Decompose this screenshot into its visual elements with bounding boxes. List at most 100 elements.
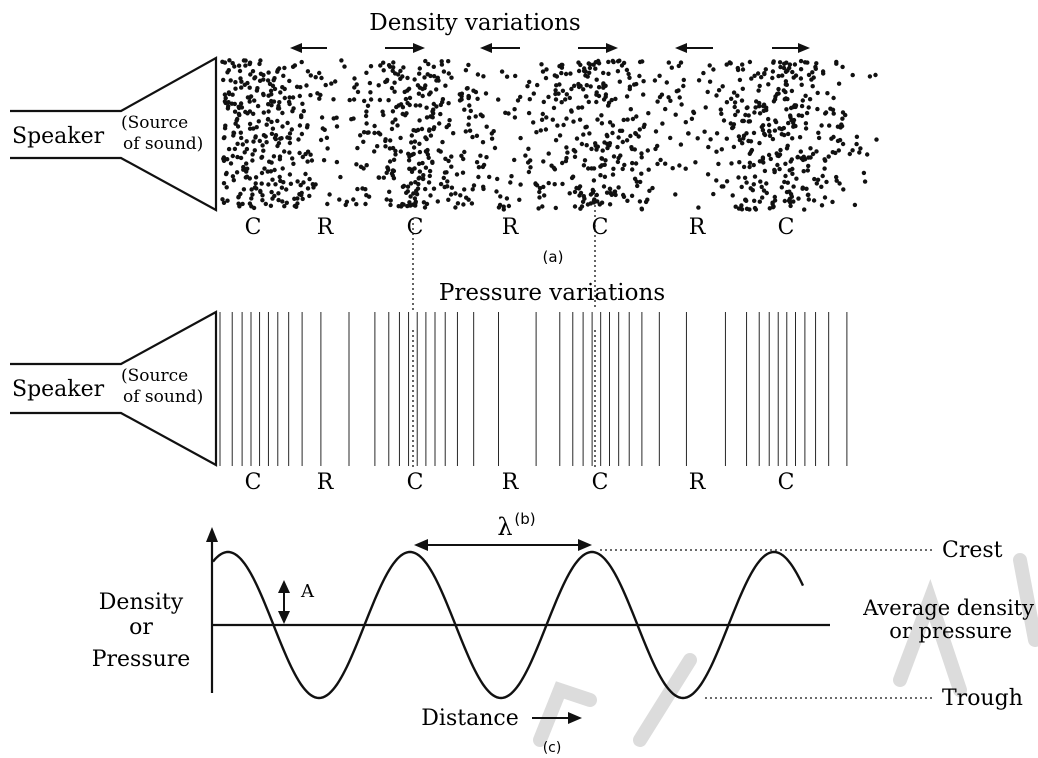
particle-dot bbox=[595, 117, 600, 122]
particle-dot bbox=[247, 121, 253, 127]
particle-dot bbox=[724, 179, 730, 184]
particle-dot bbox=[639, 151, 644, 156]
particle-dot bbox=[781, 65, 787, 71]
particle-dot bbox=[655, 99, 660, 104]
particle-dot bbox=[799, 103, 805, 109]
particle-dot bbox=[265, 117, 271, 122]
particle-dot bbox=[383, 137, 388, 142]
particle-dot bbox=[751, 182, 756, 187]
particle-dot bbox=[630, 167, 635, 172]
particle-dot bbox=[411, 151, 416, 157]
particle-dot bbox=[740, 141, 745, 146]
particle-dot bbox=[655, 161, 660, 167]
particle-dot bbox=[250, 152, 255, 157]
particle-dot bbox=[643, 199, 649, 205]
particle-dot bbox=[576, 84, 582, 90]
particle-dot bbox=[407, 200, 412, 205]
particle-dot bbox=[757, 159, 763, 164]
particle-dot bbox=[757, 111, 763, 116]
particle-dot bbox=[280, 199, 285, 204]
panel-b-title: Pressure variations bbox=[439, 280, 665, 306]
particle-dot bbox=[721, 118, 727, 123]
particle-dot bbox=[423, 135, 428, 140]
particle-dot bbox=[235, 154, 240, 160]
particle-dot bbox=[444, 170, 449, 175]
particle-dot bbox=[804, 186, 809, 191]
particle-dot bbox=[267, 159, 272, 164]
particle-dot bbox=[414, 192, 420, 197]
particle-dot bbox=[541, 99, 546, 105]
particle-dot bbox=[298, 183, 303, 188]
particle-dot bbox=[776, 91, 781, 96]
particle-dot bbox=[430, 159, 435, 164]
particle-dot bbox=[329, 81, 334, 86]
particle-dot bbox=[766, 82, 771, 87]
particle-dot bbox=[582, 158, 588, 163]
particle-dot bbox=[798, 67, 804, 72]
particle-dot bbox=[413, 128, 419, 133]
speaker-a-label: Speaker bbox=[12, 124, 105, 149]
particle-dot bbox=[730, 125, 735, 131]
particle-dot bbox=[714, 149, 719, 154]
particle-dot bbox=[767, 129, 772, 134]
particle-dot bbox=[250, 158, 255, 163]
watermark-stroke bbox=[633, 653, 697, 747]
particle-dot bbox=[584, 124, 589, 129]
particle-dot bbox=[570, 174, 576, 179]
average-label-line2: or pressure bbox=[889, 619, 1012, 643]
particle-dot bbox=[221, 200, 227, 205]
particle-dot bbox=[776, 153, 781, 159]
particle-dot bbox=[626, 71, 631, 77]
particle-dot bbox=[480, 114, 485, 119]
particle-dot bbox=[627, 75, 632, 81]
particle-dot bbox=[412, 196, 418, 201]
particle-dot bbox=[233, 80, 238, 85]
particle-dot bbox=[381, 112, 386, 118]
particle-dot bbox=[298, 85, 303, 90]
trough-label: Trough bbox=[942, 686, 1023, 711]
particle-dot bbox=[578, 190, 584, 196]
particle-dot bbox=[260, 143, 265, 148]
particle-dot bbox=[227, 58, 232, 63]
particle-dot bbox=[663, 161, 668, 166]
particle-dot bbox=[584, 83, 589, 88]
particle-dot bbox=[770, 136, 776, 142]
particle-dot bbox=[791, 184, 796, 189]
particle-dot bbox=[815, 177, 821, 182]
particle-dot bbox=[743, 112, 748, 118]
particle-dot bbox=[745, 105, 750, 110]
particle-dot bbox=[583, 94, 589, 99]
particle-dot bbox=[338, 174, 343, 180]
particle-dot bbox=[471, 88, 476, 93]
particle-dot bbox=[576, 68, 582, 74]
particle-dot bbox=[801, 169, 806, 174]
particle-dot bbox=[364, 70, 369, 76]
particle-dot bbox=[861, 170, 867, 176]
particle-dot bbox=[840, 141, 846, 147]
particle-dot bbox=[375, 144, 380, 149]
particle-dot bbox=[811, 198, 817, 203]
x-direction-arrowhead bbox=[568, 712, 582, 724]
particle-dot bbox=[537, 186, 543, 191]
particle-dot bbox=[361, 166, 366, 171]
particle-dot bbox=[229, 101, 235, 106]
particle-dot bbox=[831, 111, 836, 116]
particle-dot bbox=[421, 176, 426, 181]
particle-dot bbox=[568, 71, 573, 76]
particle-dot bbox=[491, 129, 496, 134]
particle-dot bbox=[646, 111, 651, 116]
particle-dot bbox=[368, 97, 374, 102]
particle-dot bbox=[670, 166, 675, 171]
particle-dot bbox=[733, 204, 738, 209]
particle-dot bbox=[390, 68, 395, 74]
particle-dot bbox=[594, 99, 599, 105]
particle-dot bbox=[376, 130, 381, 135]
particle-dot bbox=[799, 82, 804, 88]
particle-dot bbox=[305, 123, 310, 128]
particle-dot bbox=[807, 97, 813, 102]
particle-dot bbox=[691, 110, 697, 116]
particle-dot bbox=[405, 100, 410, 106]
particle-dot bbox=[527, 79, 532, 85]
zone-label-a: C bbox=[592, 215, 609, 240]
particle-dot bbox=[453, 191, 458, 196]
